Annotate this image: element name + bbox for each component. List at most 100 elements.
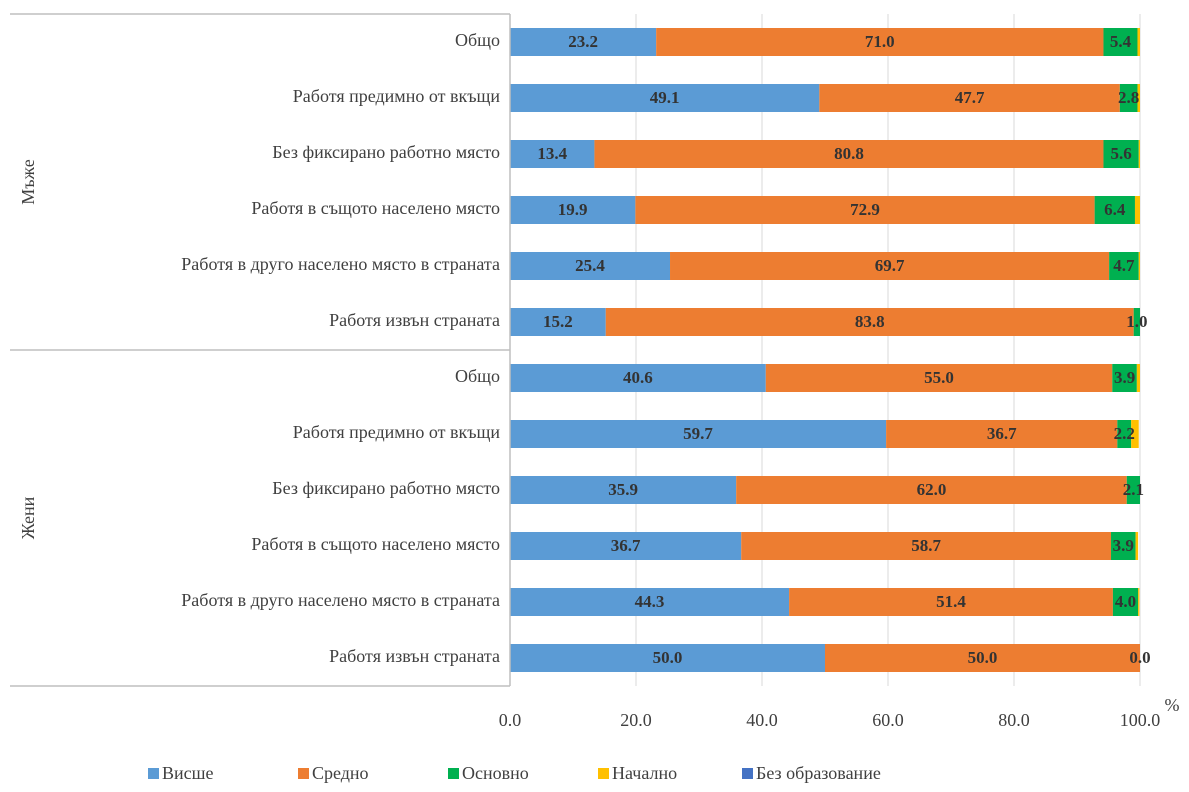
value-label: 62.0: [917, 480, 947, 499]
value-label: 50.0: [653, 648, 683, 667]
bar-segment: [1137, 28, 1140, 56]
bar-segment: [1112, 364, 1137, 392]
bar-segment: [1117, 420, 1132, 448]
value-label: 3.9: [1113, 536, 1134, 555]
value-label: 47.7: [955, 88, 985, 107]
bars: [510, 28, 1140, 672]
bar-segment: [510, 308, 606, 336]
legend-swatch: [598, 768, 609, 779]
bar-segment: [510, 476, 737, 504]
bar-segment: [670, 252, 1110, 280]
bar-segment: [1119, 84, 1138, 112]
bar-segment: [1133, 308, 1140, 336]
bar-segment: [1126, 476, 1140, 504]
bar-segment: [1094, 196, 1135, 224]
bar-segment: [1131, 420, 1139, 448]
category-label: Работя в същото населено място: [251, 534, 500, 554]
value-label: 50.0: [968, 648, 998, 667]
bar-segment: [736, 476, 1127, 504]
bar-segment: [1138, 140, 1140, 168]
value-label: 69.7: [875, 256, 905, 275]
value-label: 15.2: [543, 312, 573, 331]
legend-swatch: [148, 768, 159, 779]
bar-segment: [510, 84, 820, 112]
bar-segment: [1138, 588, 1140, 616]
x-unit: %: [1165, 695, 1180, 715]
bar-segment: [656, 28, 1104, 56]
value-label: 4.7: [1113, 256, 1135, 275]
category-label: Работя предимно от вкъщи: [293, 422, 501, 442]
value-label: 5.6: [1110, 144, 1131, 163]
x-tick-label: 20.0: [620, 710, 652, 730]
bar-segment: [510, 364, 766, 392]
bar-segment: [825, 644, 1140, 672]
value-label: 4.0: [1115, 592, 1136, 611]
bar-segment: [510, 532, 742, 560]
x-tick-label: 40.0: [746, 710, 778, 730]
value-label: 44.3: [635, 592, 665, 611]
value-label: 5.4: [1110, 32, 1132, 51]
legend-label: Без образование: [756, 763, 881, 783]
legend-label: Висше: [162, 763, 213, 783]
value-label: 51.4: [936, 592, 966, 611]
value-label: 59.7: [683, 424, 713, 443]
legend-swatch: [298, 768, 309, 779]
bar-segment: [510, 196, 636, 224]
bar-segment: [510, 644, 825, 672]
bar-segment: [741, 532, 1112, 560]
legend-swatch: [742, 768, 753, 779]
value-label: 35.9: [608, 480, 638, 499]
bar-segment: [605, 308, 1134, 336]
value-label: 72.9: [850, 200, 880, 219]
bar-segment: [1138, 252, 1140, 280]
value-label: 58.7: [911, 536, 941, 555]
bar-segment: [510, 588, 790, 616]
value-label: 40.6: [623, 368, 653, 387]
value-label: 83.8: [855, 312, 885, 331]
category-label: Общо: [455, 366, 500, 386]
bar-segment: [886, 420, 1118, 448]
bar-segment: [1137, 84, 1140, 112]
bar-segment: [510, 28, 657, 56]
bar-segment: [765, 364, 1113, 392]
category-label: Работя извън страната: [329, 646, 500, 666]
category-label: Работя в друго населено място в страната: [181, 254, 500, 274]
legend-label: Основно: [462, 763, 529, 783]
category-label: Работя в друго населено място в страната: [181, 590, 500, 610]
category-label: Без фиксирано работно място: [272, 478, 500, 498]
value-label: 49.1: [650, 88, 680, 107]
value-label: 80.8: [834, 144, 864, 163]
legend-swatch: [448, 768, 459, 779]
category-label: Работя извън страната: [329, 310, 500, 330]
value-label: 2.1: [1123, 480, 1144, 499]
group-label: Жени: [18, 496, 38, 539]
bar-segment: [594, 140, 1104, 168]
legend-label: Начално: [612, 763, 677, 783]
x-tick-label: 80.0: [998, 710, 1030, 730]
category-label: Работя в същото населено място: [251, 198, 500, 218]
category-label: Работя предимно от вкъщи: [293, 86, 501, 106]
group-label: Мъже: [18, 159, 38, 205]
category-label: Общо: [455, 30, 500, 50]
bar-segment: [789, 588, 1113, 616]
category-label: Без фиксирано работно място: [272, 142, 500, 162]
bar-segment: [819, 84, 1120, 112]
bar-segment: [635, 196, 1095, 224]
value-label: 25.4: [575, 256, 605, 275]
bar-segment: [510, 420, 887, 448]
value-label: 36.7: [987, 424, 1017, 443]
bar-segment: [1111, 532, 1136, 560]
x-tick-label: 0.0: [499, 710, 522, 730]
value-label: 55.0: [924, 368, 954, 387]
x-tick-label: 60.0: [872, 710, 904, 730]
bar-segment: [1136, 364, 1140, 392]
value-label: 13.4: [537, 144, 567, 163]
value-label: 36.7: [611, 536, 641, 555]
value-label: 2.2: [1114, 424, 1135, 443]
value-label: 1.0: [1126, 312, 1147, 331]
bar-segment: [1135, 532, 1139, 560]
value-label: 6.4: [1104, 200, 1126, 219]
bar-segment: [510, 140, 595, 168]
value-label: 23.2: [568, 32, 598, 51]
